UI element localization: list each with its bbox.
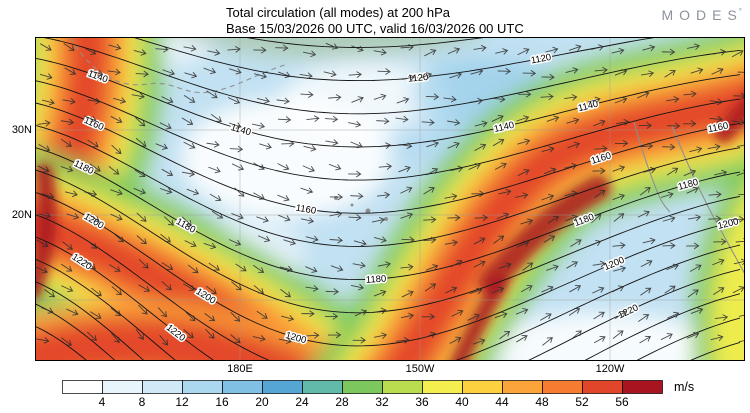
- colorbar-tick-label: 20: [255, 395, 269, 408]
- longitude-label-180e: 180E: [227, 363, 253, 375]
- colorbar-tick-label: 36: [415, 395, 429, 408]
- chart-subtitle: Base 15/03/2026 00 UTC, valid 16/03/2026…: [226, 21, 524, 36]
- colorbar-segment: [62, 380, 103, 394]
- longitude-label-120w: 120W: [595, 363, 625, 375]
- contour-label: 1160: [295, 203, 317, 217]
- contour-label: 1120: [407, 72, 428, 85]
- modes-logo-degree-mark: °: [738, 7, 742, 17]
- colorbar-segment: [182, 380, 223, 394]
- coastline-layer: [65, 29, 750, 287]
- colorbar-tick-label: 16: [215, 395, 229, 408]
- colorbar: 4 8 12 16 20 24 28 32 36 40 44 48 52 56: [62, 380, 707, 413]
- longitude-label-150w: 150W: [405, 363, 435, 375]
- colorbar-segment: [342, 380, 383, 394]
- colorbar-tick-label: 48: [535, 395, 549, 408]
- colorbar-segment: [502, 380, 543, 394]
- colorbar-tick-label: 4: [99, 395, 106, 408]
- colorbar-segment: [302, 380, 343, 394]
- contour-label: 1120: [530, 52, 552, 67]
- chart-header: Total circulation (all modes) at 200 hPa…: [226, 5, 524, 37]
- colorbar-tick-label: 32: [375, 395, 389, 408]
- latitude-label-20n: 20N: [11, 209, 32, 221]
- contour-label: 1180: [366, 274, 387, 286]
- colorbar-tick-label: 44: [495, 395, 509, 408]
- colorbar-segment: [102, 380, 143, 394]
- wind-arrows-layer: [35, 42, 750, 346]
- colorbar-segment: [382, 380, 423, 394]
- modes-logo-text: MODES: [661, 7, 743, 23]
- colorbar-tick-label: 24: [295, 395, 309, 408]
- colorbar-tick-label: 52: [575, 395, 589, 408]
- colorbar-segment: [222, 380, 263, 394]
- colorbar-segment: [582, 380, 623, 394]
- colorbar-tick-label: 40: [455, 395, 469, 408]
- colorbar-tick-label: 28: [335, 395, 349, 408]
- graticule-layer: [36, 38, 744, 360]
- colorbar-segment: [542, 380, 583, 394]
- colorbar-tick-label: 8: [139, 395, 146, 408]
- colorbar-segment: [262, 380, 303, 394]
- colorbar-tick-label: 56: [615, 395, 629, 408]
- colorbar-segment: [622, 380, 663, 394]
- chart-title: Total circulation (all modes) at 200 hPa: [226, 5, 451, 20]
- latitude-label-30n: 30N: [11, 124, 32, 136]
- colorbar-segment: [462, 380, 503, 394]
- modes-logo: MODES°: [661, 7, 742, 23]
- colorbar-scale: 4 8 12 16 20 24 28 32 36 40 44 48 52 56: [62, 380, 663, 409]
- colorbar-segment: [142, 380, 183, 394]
- colorbar-segment: [422, 380, 463, 394]
- colorbar-tick-label: 12: [175, 395, 189, 408]
- colorbar-unit: m/s: [674, 380, 695, 394]
